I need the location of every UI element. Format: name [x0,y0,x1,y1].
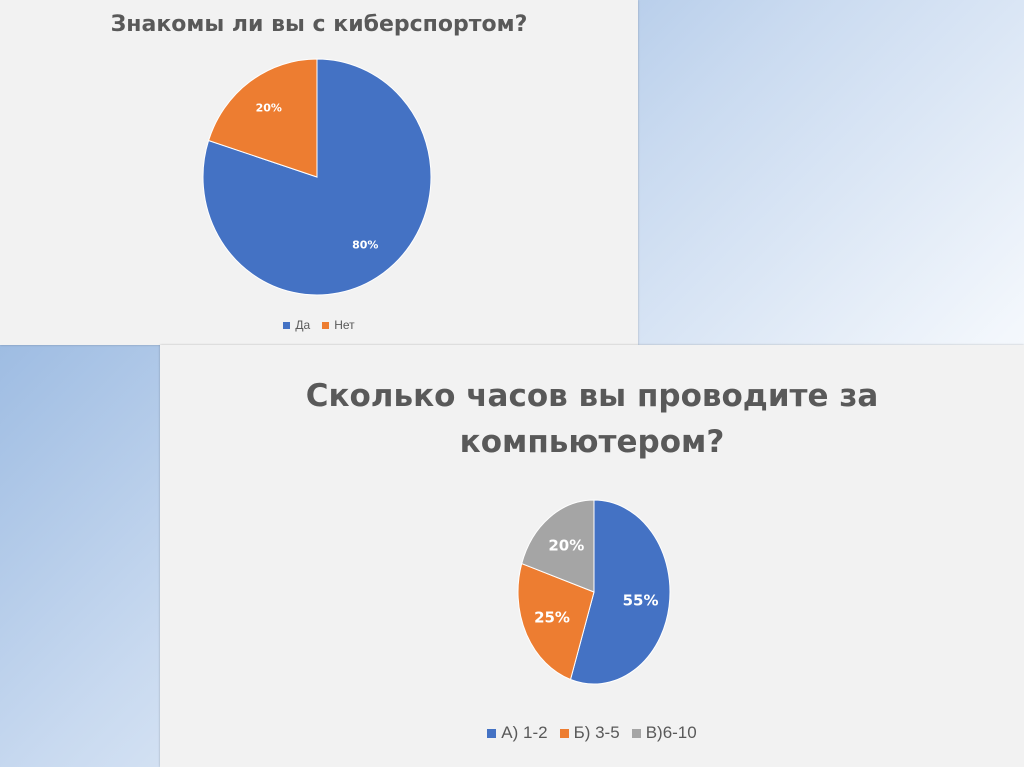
legend-swatch [283,322,291,330]
chart-title-line-1: Сколько часов вы проводите за [305,378,879,414]
pie-slice-2 [517,562,595,681]
legend-swatch [559,729,569,739]
pie-slice-2 [207,58,318,178]
legend-label: Б) 3-5 [573,723,620,742]
chart-title-line-2: компьютером? [459,424,725,460]
legend-label: А) 1-2 [501,723,548,742]
legend-item-3: В)6-10 [631,723,697,743]
chart-panel-familiarity: Знакомы ли вы с киберспортом? 80% 20% Да Н… [0,0,638,345]
data-label-1: 55% [623,591,659,609]
pie-slice-1 [202,58,432,296]
data-label-2: 20% [256,101,282,114]
legend-label: В)6-10 [645,723,697,742]
legend-label: Да [295,318,311,332]
data-label-3: 20% [548,536,584,554]
pie-slice-3 [521,499,595,593]
legend-item-1: Да [283,318,310,332]
chart-title: Знакомы ли вы с киберспортом? [110,12,528,37]
legend-item-2: Нет [322,318,355,332]
chart-legend: А) 1-2 Б) 3-5 В)6-10 [160,723,1024,743]
data-label-1: 80% [352,239,378,252]
legend-item-2: Б) 3-5 [559,723,620,743]
pie-chart-familiarity: 80% 20% [202,58,432,296]
chart-title: Сколько часов вы проводите за компьютеро… [160,373,1024,465]
legend-item-1: А) 1-2 [487,723,548,743]
legend-swatch [322,322,330,330]
chart-panel-computer-hours: Сколько часов вы проводите за компьютеро… [160,345,1024,767]
legend-swatch [631,729,641,739]
legend-label: Нет [334,318,355,332]
chart-legend: Да Нет [0,318,638,332]
data-label-2: 25% [534,608,570,626]
pie-slice-1 [569,499,671,685]
legend-swatch [487,729,497,739]
pie-chart-computer-hours: 55% 25% 20% [517,499,671,685]
